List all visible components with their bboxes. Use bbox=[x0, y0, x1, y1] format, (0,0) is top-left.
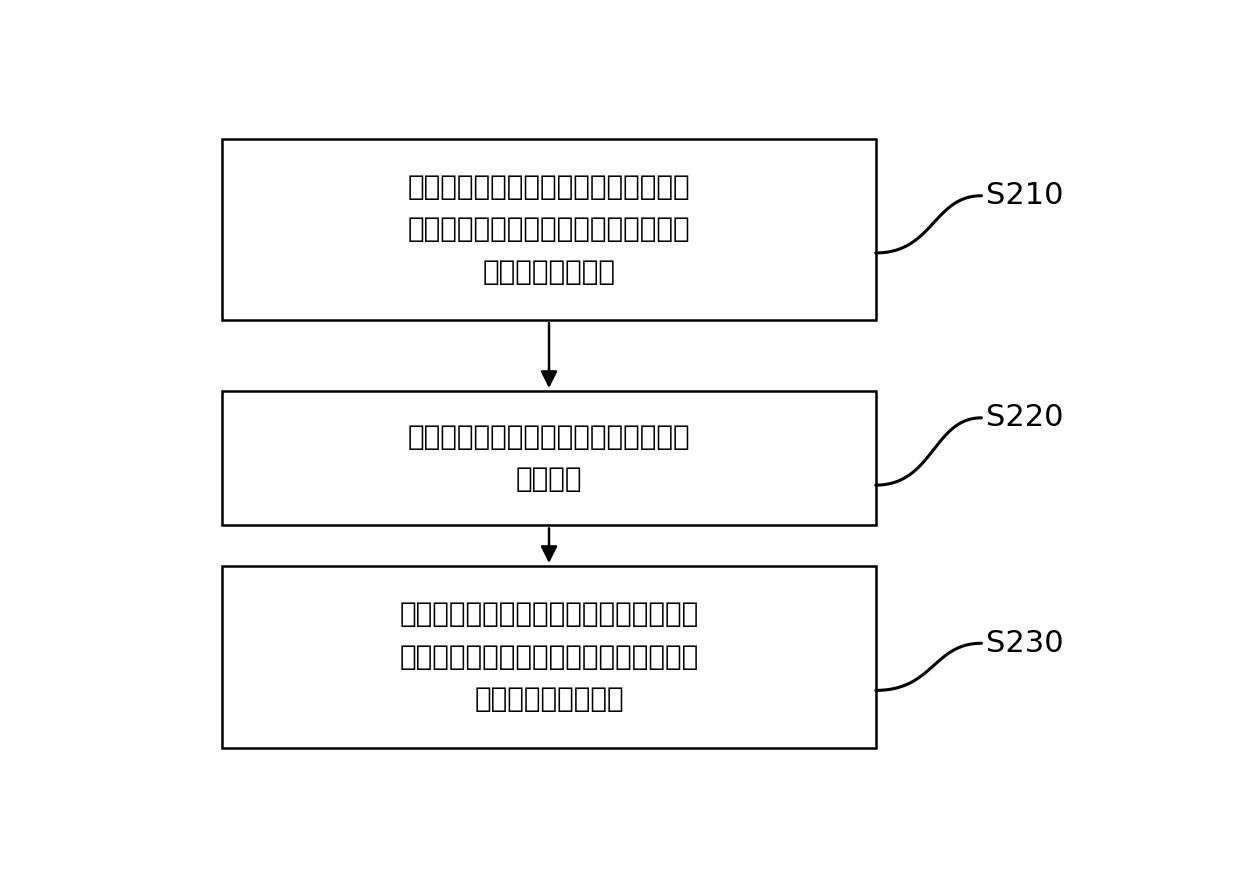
Bar bbox=[222, 391, 875, 525]
Text: S220: S220 bbox=[986, 403, 1064, 433]
Bar bbox=[222, 138, 875, 320]
Bar bbox=[222, 565, 875, 747]
Text: S230: S230 bbox=[986, 628, 1064, 658]
Text: 获得投影坐标系下的车道坐标，求取车
道坐标的中间值，并以所述中间值作为
车道的中心线坐标: 获得投影坐标系下的车道坐标，求取车 道坐标的中间值，并以所述中间值作为 车道的中… bbox=[408, 173, 691, 286]
Text: 根据车道的数量和宽度值，得到车道的
缓冲距离: 根据车道的数量和宽度值，得到车道的 缓冲距离 bbox=[408, 423, 691, 493]
Text: S210: S210 bbox=[986, 181, 1064, 211]
Text: 以车道的中心线为基准，根据车道的缓冲
距离将车道的中心线向两侧进行偏移，得
到两条车道的边缘线: 以车道的中心线为基准，根据车道的缓冲 距离将车道的中心线向两侧进行偏移，得 到两… bbox=[399, 600, 698, 713]
